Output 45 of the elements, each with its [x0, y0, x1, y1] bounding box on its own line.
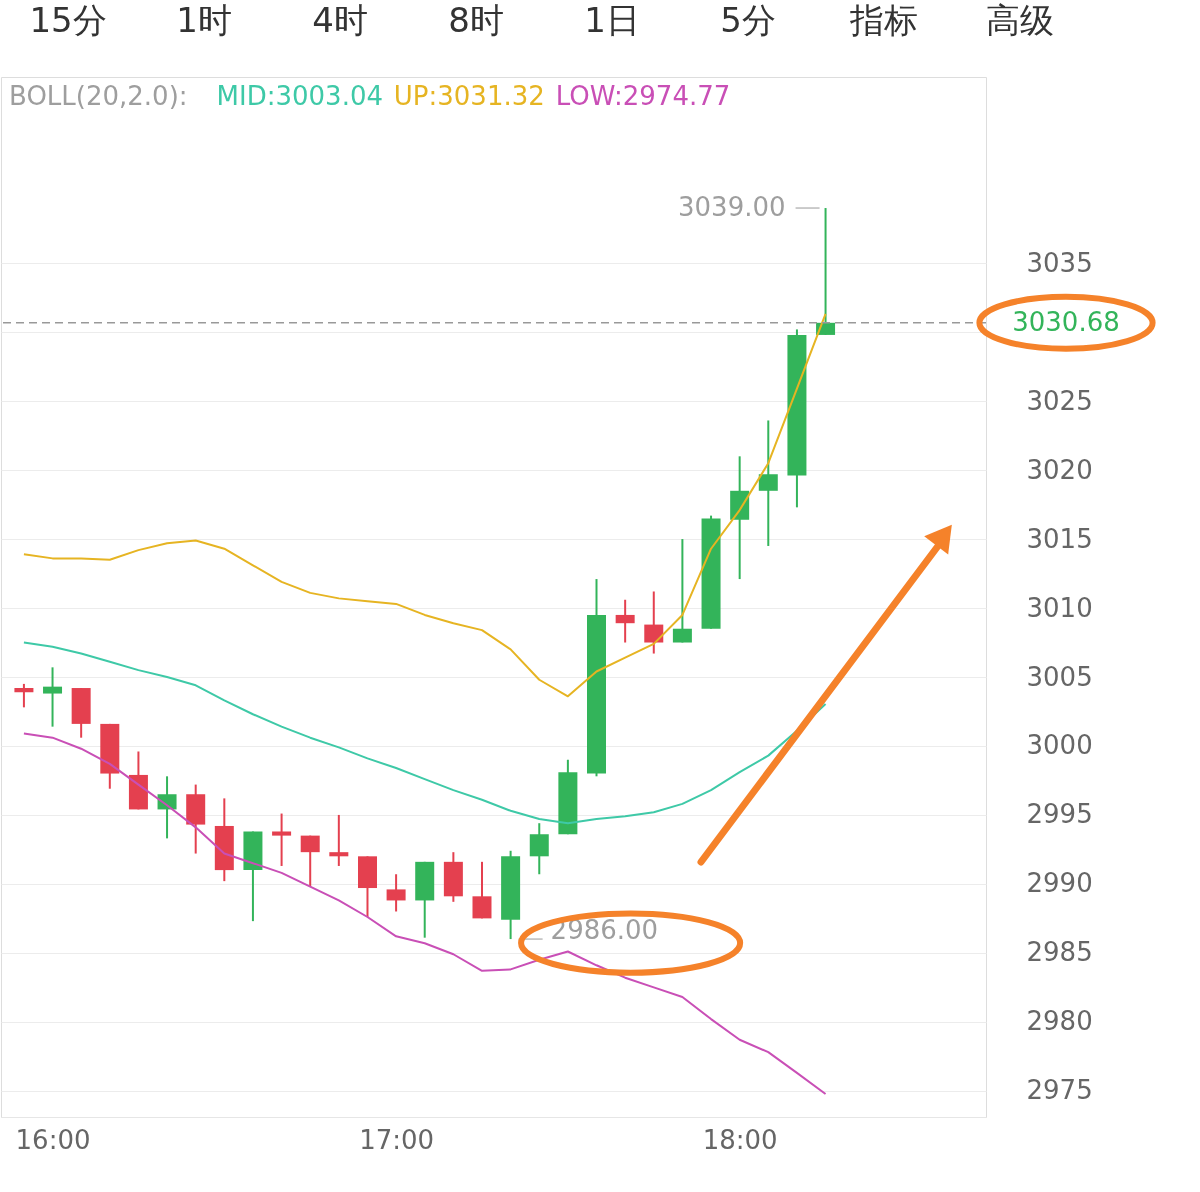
y-tick-label: 2980 [1026, 1006, 1093, 1037]
candlestick [472, 860, 492, 920]
text: 高级 [986, 0, 1054, 40]
text: 1时 [176, 0, 232, 40]
x-tick-label: 17:00 [359, 1124, 435, 1155]
candlestick [300, 834, 320, 888]
legend-title: BOLL(20,2.0): [9, 81, 188, 111]
text: LOW:2974.77 [555, 81, 731, 111]
candlestick [529, 822, 549, 876]
x-tick-label: 18:00 [702, 1124, 778, 1155]
y-tick-label: 3005 [1026, 661, 1093, 692]
annotation: 3039.00 [678, 192, 786, 223]
text: 4时 [312, 0, 368, 40]
line-series [22, 312, 827, 698]
text: 5分 [720, 0, 776, 40]
text: 8时 [448, 0, 504, 40]
text: 1日 [584, 0, 640, 40]
y-tick-label: 3035 [1026, 247, 1093, 278]
y-tick-label: 2975 [1026, 1075, 1093, 1106]
line-series [22, 732, 827, 1095]
candlestick [644, 590, 664, 655]
candlestick [615, 598, 635, 644]
y-tick-label: 2990 [1026, 868, 1093, 899]
candlestick [758, 419, 778, 547]
y-tick-label: 3000 [1026, 730, 1093, 761]
text: 15分 [29, 0, 107, 40]
ref-line-label: 3030.68 [1012, 306, 1120, 337]
candlestick [272, 812, 292, 867]
y-tick-label: 3015 [1026, 523, 1093, 554]
candlestick [672, 538, 692, 644]
y-tick-label: 3010 [1026, 592, 1093, 623]
candlestick [386, 873, 406, 913]
candlestick [329, 813, 349, 867]
text: UP:3031.32 [393, 81, 545, 111]
y-tick-label: 2985 [1026, 937, 1093, 968]
x-tick-label: 16:00 [15, 1124, 91, 1155]
candlestick [14, 682, 34, 709]
y-tick-label: 2995 [1026, 799, 1093, 830]
text: MID:3003.04 [216, 81, 384, 111]
y-tick-label: 3025 [1026, 385, 1093, 416]
text: 指标 [849, 0, 918, 40]
candlestick [43, 666, 63, 728]
line-series [22, 641, 827, 825]
annotation: 2986.00 [550, 915, 659, 946]
y-tick-label: 3020 [1026, 454, 1093, 485]
